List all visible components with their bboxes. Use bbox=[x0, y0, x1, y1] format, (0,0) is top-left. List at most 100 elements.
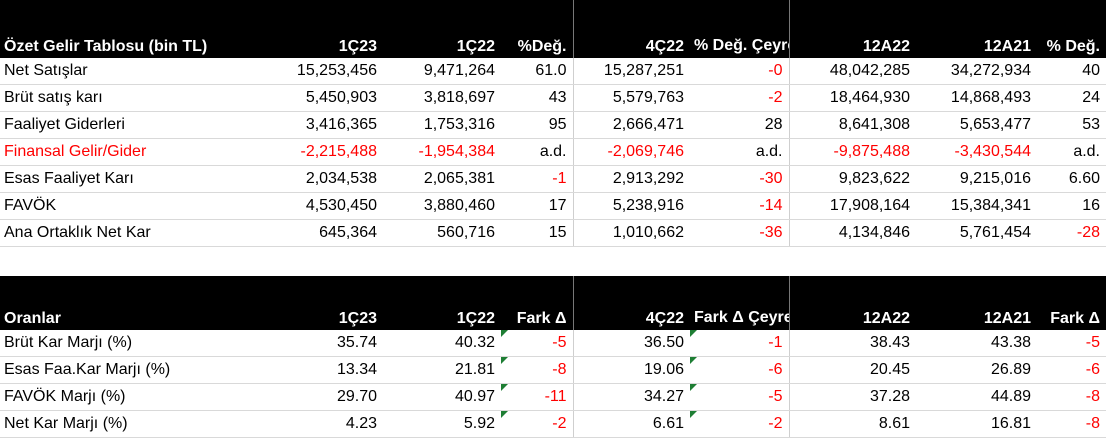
cell-value: 40 bbox=[1082, 62, 1100, 79]
table-cell: -36 bbox=[690, 219, 789, 247]
cell-value: 34,272,934 bbox=[950, 62, 1031, 79]
comment-marker-icon[interactable] bbox=[501, 357, 508, 364]
cell-value: 44.89 bbox=[990, 388, 1031, 405]
cell-value: -6 bbox=[768, 361, 783, 378]
cell-value: 2,666,471 bbox=[612, 116, 684, 133]
table-cell: 15 bbox=[501, 219, 573, 247]
table-cell: 1,010,662 bbox=[572, 219, 690, 247]
table-cell: -14 bbox=[690, 192, 789, 220]
header-cell: 4Ç22 bbox=[572, 276, 690, 330]
header-cell: % Değ. Çeyreksel bbox=[690, 0, 789, 58]
comment-marker-icon[interactable] bbox=[501, 330, 508, 337]
header-cell: 12A21 bbox=[916, 0, 1037, 58]
table-cell: 4,134,846 bbox=[788, 219, 916, 247]
table-row: FAVÖK Marjı (%) 29.70 40.97 -11 34.27 -5 37.28… bbox=[0, 383, 1106, 411]
table-row: Net Kar Marjı (%) 4.23 5.92 -2 6.61 -2 8.61 16.… bbox=[0, 410, 1106, 438]
comment-marker-icon[interactable] bbox=[690, 411, 697, 418]
table-row: Net Satışlar 15,253,456 9,471,264 61.0 15,28… bbox=[0, 58, 1106, 85]
header-cell: 12A22 bbox=[788, 276, 916, 330]
table-cell: 17,908,164 bbox=[788, 192, 916, 220]
cell-value: -14 bbox=[759, 197, 783, 214]
cell-value: -1 bbox=[552, 170, 567, 187]
row-label: Brüt satış karı bbox=[0, 84, 250, 112]
table-row: Esas Faa.Kar Marjı (%) 13.34 21.81 -8 19.06 -… bbox=[0, 356, 1106, 384]
cell-value: -2 bbox=[768, 89, 783, 106]
table-row: Brüt satış karı 5,450,903 3,818,697 43 5,579… bbox=[0, 84, 1106, 112]
cell-value: 53 bbox=[1082, 116, 1100, 133]
table-row: Brüt Kar Marjı (%) 35.74 40.32 -5 36.50 -1 38.… bbox=[0, 330, 1106, 357]
row-label: Esas Faaliyet Karı bbox=[0, 165, 250, 193]
comment-marker-icon[interactable] bbox=[690, 384, 697, 391]
comment-marker-icon[interactable] bbox=[690, 330, 697, 337]
table-cell: 8,641,308 bbox=[788, 111, 916, 139]
ratios-table: Oranlar 1Ç23 1Ç22 Fark Δ 4Ç22 Fark Δ Çey… bbox=[0, 276, 1106, 438]
cell-value: -5 bbox=[552, 334, 567, 351]
table-cell: 5,450,903 bbox=[250, 84, 383, 112]
table-cell: -8 bbox=[1037, 410, 1106, 438]
ratios-header-row: Oranlar 1Ç23 1Ç22 Fark Δ 4Ç22 Fark Δ Çey… bbox=[0, 276, 1106, 330]
table-cell: 40.97 bbox=[383, 383, 501, 411]
table-cell: 2,666,471 bbox=[572, 111, 690, 139]
table-cell: -2 bbox=[690, 410, 789, 438]
header-cell: % Değ. bbox=[1037, 0, 1106, 58]
table-cell: -11 bbox=[501, 383, 573, 411]
table-cell: 19.06 bbox=[572, 356, 690, 384]
header-cell: 12A22 bbox=[788, 0, 916, 58]
table-cell: -3,430,544 bbox=[916, 138, 1037, 166]
header-cell: Fark Δ bbox=[1037, 276, 1106, 330]
table-cell: 9,215,016 bbox=[916, 165, 1037, 193]
cell-value: 17,908,164 bbox=[829, 197, 910, 214]
table-cell: a.d. bbox=[501, 138, 573, 166]
table-cell: 560,716 bbox=[383, 219, 501, 247]
comment-marker-icon[interactable] bbox=[501, 411, 508, 418]
cell-value: 3,818,697 bbox=[423, 89, 495, 106]
table-cell: a.d. bbox=[690, 138, 789, 166]
cell-value: 9,471,264 bbox=[423, 62, 495, 79]
table-cell: 40 bbox=[1037, 58, 1106, 85]
table-cell: 15,384,341 bbox=[916, 192, 1037, 220]
comment-marker-icon[interactable] bbox=[690, 357, 697, 364]
table-cell: 53 bbox=[1037, 111, 1106, 139]
cell-value: 36.50 bbox=[643, 334, 684, 351]
header-cell: Özet Gelir Tablosu (bin TL) bbox=[0, 0, 250, 58]
income-body: Net Satışlar 15,253,456 9,471,264 61.0 15,28… bbox=[0, 58, 1106, 247]
table-cell: 3,880,460 bbox=[383, 192, 501, 220]
cell-value: 560,716 bbox=[437, 224, 495, 241]
comment-marker-icon[interactable] bbox=[501, 384, 508, 391]
cell-value: 5,579,763 bbox=[612, 89, 684, 106]
table-cell: -8 bbox=[1037, 383, 1106, 411]
cell-value: 3,880,460 bbox=[423, 197, 495, 214]
cell-value: 645,364 bbox=[319, 224, 377, 241]
table-cell: 5,238,916 bbox=[572, 192, 690, 220]
cell-value: 4,134,846 bbox=[838, 224, 910, 241]
cell-value: 16 bbox=[1082, 197, 1100, 214]
table-cell: 13.34 bbox=[250, 356, 383, 384]
cell-value: -2,215,488 bbox=[300, 143, 377, 160]
header-cell: 1Ç22 bbox=[383, 0, 501, 58]
cell-value: -36 bbox=[759, 224, 783, 241]
table-cell: 28 bbox=[690, 111, 789, 139]
table-cell: 15,287,251 bbox=[572, 58, 690, 85]
cell-value: 13.34 bbox=[336, 361, 377, 378]
cell-value: 5.92 bbox=[463, 415, 495, 432]
cell-value: 14,868,493 bbox=[950, 89, 1031, 106]
table-cell: 5.92 bbox=[383, 410, 501, 438]
cell-value: 21.81 bbox=[454, 361, 495, 378]
table-cell: 20.45 bbox=[788, 356, 916, 384]
table-cell: 26.89 bbox=[916, 356, 1037, 384]
cell-value: 2,913,292 bbox=[612, 170, 684, 187]
table-cell: 95 bbox=[501, 111, 573, 139]
table-cell: -0 bbox=[690, 58, 789, 85]
table-cell: -2 bbox=[501, 410, 573, 438]
header-cell: 12A21 bbox=[916, 276, 1037, 330]
table-cell: 4,530,450 bbox=[250, 192, 383, 220]
cell-value: 5,238,916 bbox=[612, 197, 684, 214]
cell-value: 37.28 bbox=[869, 388, 910, 405]
table-cell: -30 bbox=[690, 165, 789, 193]
header-cell: 1Ç23 bbox=[250, 0, 383, 58]
table-cell: 2,913,292 bbox=[572, 165, 690, 193]
table-cell: 5,761,454 bbox=[916, 219, 1037, 247]
table-cell: 9,823,622 bbox=[788, 165, 916, 193]
cell-value: 6.61 bbox=[652, 415, 684, 432]
table-cell: a.d. bbox=[1037, 138, 1106, 166]
